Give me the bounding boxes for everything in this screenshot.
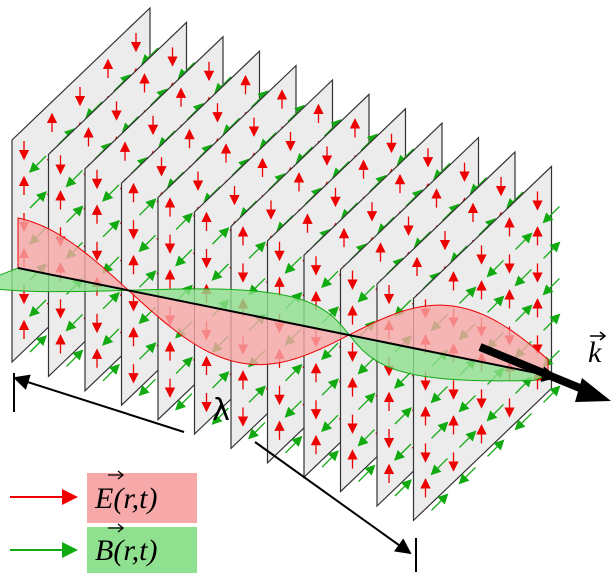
legend-b-label: B(r,t) xyxy=(95,534,158,567)
em-wave-diagram: λ k E(r,t) B(r,t) xyxy=(0,0,611,575)
legend-e-label: E(r,t) xyxy=(94,482,158,515)
wavelength-label: λ xyxy=(212,393,230,428)
k-arrow-head xyxy=(575,378,611,402)
legend: E(r,t) B(r,t) xyxy=(10,473,197,573)
k-label: k xyxy=(588,336,602,369)
